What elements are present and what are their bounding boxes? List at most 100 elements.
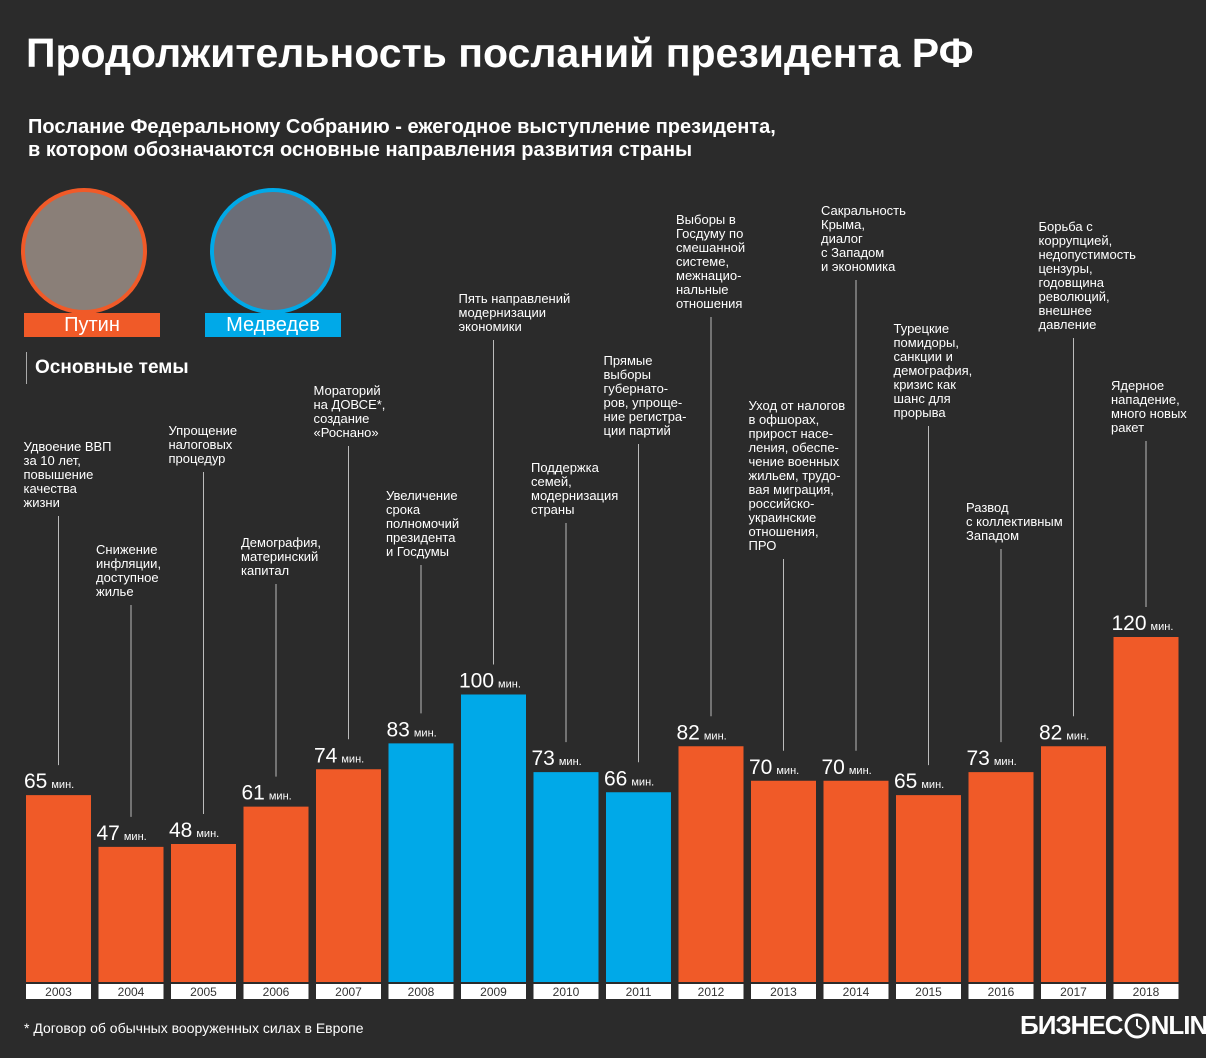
value-label: 61 <box>242 782 265 805</box>
logo-text: БИЗНЕС <box>1020 1010 1124 1040</box>
annotation: Упрощение налоговых процедур <box>168 423 238 466</box>
year-box <box>1113 984 1179 999</box>
value-unit: мин. <box>414 727 437 739</box>
bar <box>243 806 309 982</box>
year-box <box>606 984 671 999</box>
logo-clock <box>1124 1013 1150 1038</box>
value-unit: мин. <box>631 776 654 788</box>
bar <box>316 769 381 982</box>
value-unit: мин. <box>1066 730 1089 742</box>
value-label: 74 <box>314 744 338 767</box>
value-unit: мин. <box>341 753 364 765</box>
x-tick-label: 2008 <box>408 985 435 999</box>
legend-entry: Медведев <box>205 313 341 337</box>
value-unit: мин. <box>849 765 872 777</box>
bar <box>1113 637 1179 982</box>
x-tick-label: 2012 <box>698 985 725 999</box>
x-tick-label: 2003 <box>45 985 72 999</box>
annotation: Демография, материнский капитал <box>241 535 322 578</box>
value-label: 66 <box>604 767 627 790</box>
value-label: 65 <box>24 770 47 793</box>
x-tick-label: 2014 <box>843 985 870 999</box>
annotation: Прямые выборы губернато- ров, упроще- ни… <box>603 353 687 438</box>
year-box <box>26 984 91 999</box>
x-tick-label: 2009 <box>480 985 507 999</box>
year-box <box>461 984 526 999</box>
annotation: Мораторий на ДОВСЕ*, создание «Роснано» <box>313 383 386 440</box>
year-box <box>896 984 961 999</box>
logo-text: NLINE <box>1150 1010 1206 1040</box>
value-unit: мин. <box>776 765 799 777</box>
chart-title: Продолжительность посланий президента РФ <box>26 30 974 76</box>
bar <box>461 694 526 982</box>
annotation: Сакральность Крыма, диалог с Западом и э… <box>821 203 906 274</box>
year-box <box>388 984 454 999</box>
value-label: 82 <box>677 721 700 744</box>
legend-entry: Путин <box>24 313 160 337</box>
value-unit: мин. <box>196 828 219 840</box>
bar <box>533 772 599 982</box>
value-unit: мин. <box>559 756 582 768</box>
x-tick-label: 2010 <box>553 985 580 999</box>
year-box <box>243 984 309 999</box>
value-unit: мин. <box>269 791 292 803</box>
bar <box>98 846 164 982</box>
photo-medvedev <box>210 188 336 314</box>
bar <box>606 792 671 982</box>
bar <box>678 746 744 982</box>
bar <box>171 844 236 982</box>
annotation: Турецкие помидоры, санкции и демография,… <box>893 321 973 420</box>
bar <box>1041 746 1106 982</box>
x-tick-label: 2005 <box>190 985 217 999</box>
value-label: 82 <box>1039 721 1062 744</box>
value-label: 120 <box>1112 612 1147 635</box>
annotation: Ядерное нападение, много новых ракет <box>1111 378 1187 435</box>
year-box <box>98 984 164 999</box>
annotation: Пять направлений модернизации экономики <box>458 291 571 334</box>
annotation: Уход от налогов в офшорах, прирост насе-… <box>748 398 846 553</box>
annotation: Удвоение ВВП за 10 лет, повышение качест… <box>23 439 112 510</box>
annotation: Развод с коллективным Западом <box>966 500 1063 543</box>
topics-label: Основные темы <box>26 352 189 384</box>
x-tick-label: 2004 <box>118 985 145 999</box>
annotation: Выборы в Госдуму по смешанной системе, м… <box>676 212 746 311</box>
value-unit: мин. <box>704 730 727 742</box>
year-box <box>1041 984 1106 999</box>
value-unit: мин. <box>51 779 74 791</box>
value-label: 100 <box>459 670 494 693</box>
value-unit: мин. <box>921 779 944 791</box>
value-unit: мин. <box>498 679 521 691</box>
value-unit: мин. <box>994 756 1017 768</box>
year-box <box>316 984 381 999</box>
x-tick-label: 2011 <box>626 985 652 999</box>
bar <box>388 743 454 982</box>
x-tick-label: 2015 <box>915 985 942 999</box>
annotation: Борьба с коррупцией, недопустимость ценз… <box>1038 219 1136 332</box>
year-box <box>968 984 1034 999</box>
year-box <box>171 984 236 999</box>
subtitle: Послание Федеральному Собранию - ежегодн… <box>28 116 776 161</box>
footnote: * Договор об обычных вооруженных силах в… <box>24 1020 364 1036</box>
x-tick-label: 2013 <box>770 985 797 999</box>
annotation: Увеличение срока полномочий президента и… <box>386 488 460 559</box>
value-label: 65 <box>894 770 917 793</box>
value-label: 47 <box>97 822 120 845</box>
value-label: 70 <box>749 756 772 779</box>
value-label: 70 <box>822 756 845 779</box>
x-tick-label: 2016 <box>988 985 1015 999</box>
value-label: 83 <box>387 718 410 741</box>
annotation: Снижение инфляции, доступное жилье <box>96 542 162 599</box>
x-tick-label: 2018 <box>1133 985 1160 999</box>
bar <box>26 795 91 982</box>
x-tick-label: 2017 <box>1060 985 1087 999</box>
bar <box>896 795 961 982</box>
value-label: 48 <box>169 819 192 842</box>
annotation: Поддержка семей, модернизация страны <box>531 460 619 517</box>
year-box <box>678 984 744 999</box>
bar <box>751 780 816 982</box>
year-box <box>751 984 816 999</box>
photo-putin <box>21 188 147 314</box>
x-tick-label: 2007 <box>335 985 362 999</box>
